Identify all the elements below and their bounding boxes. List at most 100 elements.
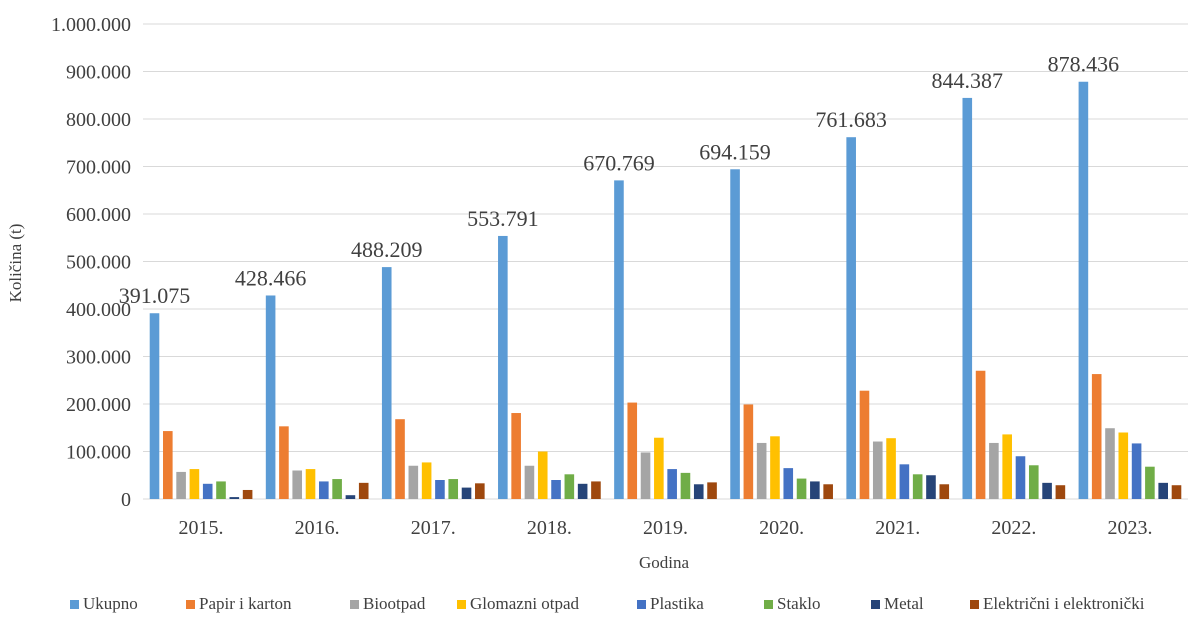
y-tick-label: 200.000 (66, 394, 131, 416)
y-tick-label: 300.000 (66, 347, 131, 369)
bar (975, 370, 986, 499)
bar (783, 468, 794, 499)
data-label: 428.466 (235, 265, 307, 290)
legend-label: Električni i elektronički (983, 594, 1145, 613)
bar (796, 478, 807, 499)
bar (823, 484, 833, 499)
bar (1158, 482, 1168, 499)
bar (743, 404, 754, 499)
x-tick-label: 2022. (991, 517, 1036, 539)
bar (202, 483, 213, 499)
bar (408, 465, 419, 499)
legend-swatch (457, 600, 466, 609)
bar (395, 419, 405, 499)
bar (163, 431, 173, 499)
bar (730, 169, 740, 499)
bar (1055, 485, 1066, 499)
bar (756, 442, 767, 499)
bar (279, 426, 289, 499)
y-tick-label: 1.000.000 (51, 14, 131, 36)
legend-label: Plastika (650, 594, 704, 613)
x-tick-label: 2023. (1107, 517, 1152, 539)
bar (1002, 434, 1012, 499)
legend-swatch (871, 600, 880, 609)
bar (614, 180, 624, 500)
bar (872, 441, 883, 499)
legend-label: Ukupno (83, 594, 138, 613)
bar (229, 497, 240, 499)
bar (1118, 432, 1129, 499)
bar (912, 474, 923, 499)
bar (654, 437, 664, 499)
bar (498, 235, 508, 499)
bar (886, 438, 896, 499)
bar (627, 402, 638, 499)
bar (1131, 443, 1142, 499)
bar (176, 471, 186, 499)
x-tick-label: 2018. (527, 517, 572, 539)
bar (537, 451, 548, 499)
bar (1145, 466, 1155, 499)
bar (358, 482, 369, 499)
data-label: 391.075 (119, 283, 191, 308)
bar (242, 489, 253, 499)
bar (564, 474, 575, 499)
bar (810, 481, 820, 499)
bar (1042, 482, 1052, 499)
bar (1078, 81, 1089, 500)
bars (149, 81, 1182, 500)
y-tick-label: 900.000 (66, 62, 131, 84)
bar (680, 472, 691, 499)
legend-label: Papir i karton (199, 594, 292, 613)
bar (899, 464, 910, 499)
bar (707, 482, 717, 499)
bar (1091, 374, 1102, 499)
legend-swatch (70, 600, 79, 609)
data-label: 761.683 (815, 107, 887, 132)
bar (846, 137, 856, 500)
bar (189, 469, 200, 499)
y-tick-label: 0 (121, 489, 131, 511)
legend-label: Staklo (777, 594, 820, 613)
bar (319, 481, 329, 499)
bar (926, 475, 936, 499)
data-label: 488.209 (351, 237, 423, 262)
bar (640, 452, 651, 499)
legend-swatch (764, 600, 773, 609)
bar (989, 442, 999, 499)
legend-swatch (186, 600, 195, 609)
y-tick-label: 500.000 (66, 252, 131, 274)
legend-swatch (350, 600, 359, 609)
bar (667, 469, 677, 499)
y-tick-label: 100.000 (66, 442, 131, 464)
x-tick-label: 2016. (295, 517, 340, 539)
x-axis-title: Godina (639, 553, 690, 572)
y-axis-ticks: 0 100.000 200.000 300.000 400.000 500.000 600.… (51, 14, 131, 511)
x-tick-label: 2019. (643, 517, 688, 539)
data-label: 844.387 (932, 68, 1004, 93)
bar (448, 479, 459, 499)
bar (475, 483, 485, 499)
bar (421, 462, 432, 499)
bar (216, 481, 226, 499)
bar (962, 97, 973, 500)
bar (1028, 465, 1039, 499)
bar (1171, 485, 1182, 499)
bar (551, 480, 561, 499)
legend-swatch (970, 600, 979, 609)
x-tick-label: 2020. (759, 517, 804, 539)
legend-label: Biootpad (363, 594, 426, 613)
bar (859, 390, 870, 499)
bar (149, 313, 160, 499)
bar (524, 465, 535, 499)
data-label: 553.791 (467, 206, 539, 231)
legend-label: Glomazni otpad (470, 594, 580, 613)
bar (345, 495, 356, 499)
bar (265, 295, 276, 499)
bar (292, 470, 303, 499)
data-label: 694.159 (699, 139, 771, 164)
bar (1105, 428, 1115, 499)
bar (461, 487, 472, 499)
legend: Ukupno Papir i karton Biootpad Glomazni otp… (70, 594, 1145, 613)
